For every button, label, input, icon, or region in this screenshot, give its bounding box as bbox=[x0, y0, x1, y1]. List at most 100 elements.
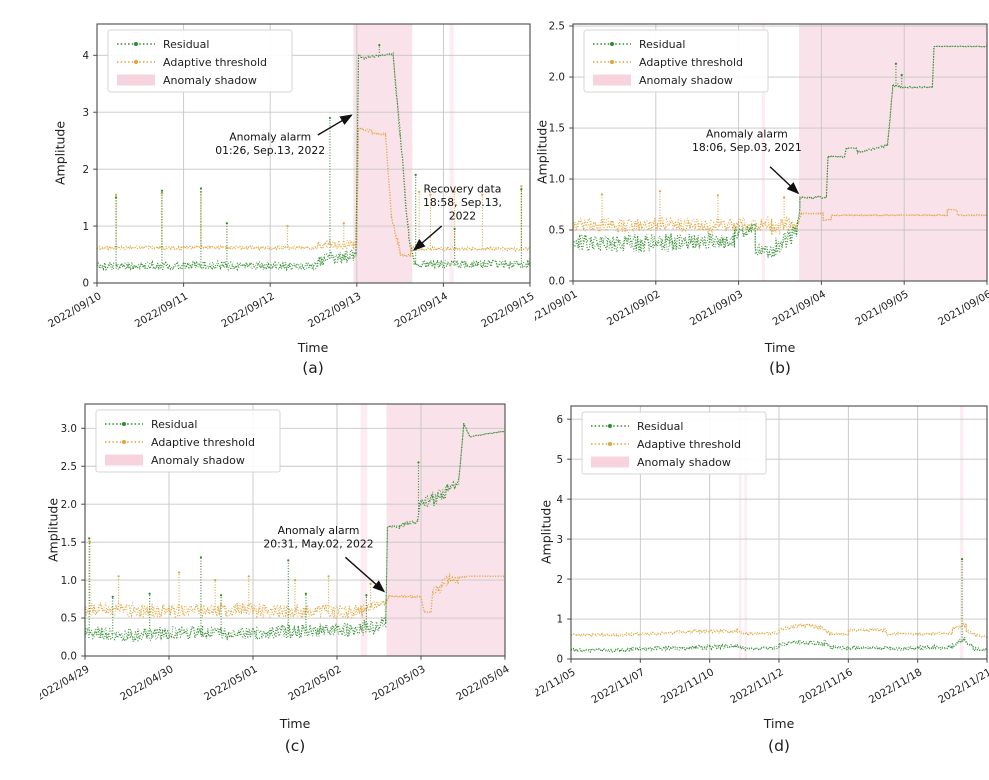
y-axis-label-c: Amplitude bbox=[45, 497, 61, 563]
x-tick-label: 2022/05/02 bbox=[286, 663, 343, 703]
legend: Residual Adaptive threshold Anomaly shadow bbox=[583, 29, 769, 93]
panel-c: 2022/04/29 2022/04/30 2022/05/01 2022/05/02… bbox=[40, 398, 534, 780]
annotation-arrow bbox=[769, 166, 800, 195]
annotation-text: Recovery data bbox=[424, 182, 502, 195]
y-tick-label: 2 bbox=[556, 574, 563, 586]
y-tick-label: 1.0 bbox=[61, 575, 77, 587]
x-tick-label: 2021/09/05 bbox=[853, 288, 910, 328]
x-tick-label: 2022/04/29 bbox=[40, 663, 92, 703]
x-tick-label: 2022/05/01 bbox=[202, 663, 259, 703]
y-tick-label: 0 bbox=[556, 654, 563, 666]
chart-b-plot: 2021/09/01 2021/09/02 2021/09/03 2021/09/04… bbox=[535, 21, 989, 329]
x-tick-label: 2022/11/10 bbox=[659, 666, 716, 706]
x-tick-label: 2021/09/01 bbox=[535, 288, 580, 328]
threshold-line bbox=[97, 127, 530, 258]
anomaly-shadow-region bbox=[959, 406, 964, 659]
y-tick-label: 2 bbox=[82, 164, 89, 176]
legend-label: Residual bbox=[637, 420, 683, 433]
annotation-text: 18:06, Sep.03, 2021 bbox=[692, 141, 802, 154]
plot-border bbox=[96, 23, 531, 284]
x-tick-label: 2022/05/03 bbox=[370, 663, 427, 703]
annotation-text: Anomaly alarm bbox=[706, 127, 788, 140]
x-axis-label-a: Time bbox=[297, 340, 329, 355]
y-tick-label: 1.5 bbox=[549, 123, 565, 135]
legend-label: Adaptive threshold bbox=[637, 438, 741, 451]
x-tick-label: 2022/09/10 bbox=[46, 290, 103, 330]
legend-label: Adaptive threshold bbox=[163, 56, 267, 69]
annotation-text: 01:26, Sep.13, 2022 bbox=[215, 144, 325, 157]
chart-d-plot: 2022/11/05 2022/11/07 2022/11/10 2022/11/12… bbox=[535, 405, 989, 706]
x-axis-label-c: Time bbox=[279, 716, 311, 731]
y-axis-label-d: Amplitude bbox=[538, 499, 554, 565]
y-tick-label: 6 bbox=[556, 414, 563, 426]
x-tick-label: 2022/09/14 bbox=[392, 290, 449, 330]
y-axis-label-a: Amplitude bbox=[52, 120, 68, 186]
panel-caption-d: (d) bbox=[768, 737, 790, 755]
panel-caption-c: (c) bbox=[284, 737, 306, 755]
anomaly-shadow-region bbox=[799, 24, 987, 281]
annotation-text: 20:31, May.02, 2022 bbox=[263, 537, 373, 550]
x-tick-label: 2022/11/07 bbox=[589, 666, 646, 706]
axis-ticks bbox=[569, 25, 988, 285]
panel-d: 2022/11/05 2022/11/07 2022/11/10 2022/11/12… bbox=[535, 398, 989, 780]
annotation-text: Anomaly alarm bbox=[278, 524, 360, 537]
anomaly-shadow-region bbox=[761, 24, 766, 281]
y-tick-label: 0.5 bbox=[549, 225, 565, 237]
x-tick-label: 2022/05/04 bbox=[454, 663, 511, 703]
y-tick-label: 4 bbox=[556, 494, 563, 506]
axis-ticks bbox=[81, 427, 506, 660]
legend-label: Anomaly shadow bbox=[639, 74, 733, 87]
x-tick-label: 2022/09/12 bbox=[219, 290, 276, 330]
legend-label: Adaptive threshold bbox=[151, 436, 255, 449]
y-tick-label: 2.0 bbox=[61, 499, 77, 511]
legend: Residual Adaptive threshold Anomaly shadow bbox=[107, 29, 293, 93]
panel-caption-b: (b) bbox=[769, 359, 791, 377]
panel-a: 2022/09/10 2022/09/11 2022/09/12 2022/09/13… bbox=[40, 16, 534, 398]
anomaly-shadow-region bbox=[360, 404, 368, 656]
x-tick-label: 2022/09/15 bbox=[479, 290, 534, 330]
residual-line bbox=[571, 637, 987, 654]
y-tick-label: 1.5 bbox=[61, 537, 77, 549]
x-tick-label: 2022/11/18 bbox=[867, 666, 924, 706]
legend: Residual Adaptive threshold Anomaly shadow bbox=[95, 409, 281, 473]
anomaly-shadow-region bbox=[744, 406, 748, 659]
x-tick-label: 2021/09/06 bbox=[936, 288, 989, 328]
chart-a-plot: 2022/09/10 2022/09/11 2022/09/12 2022/09/13… bbox=[46, 23, 534, 330]
y-tick-label: 2.0 bbox=[549, 72, 565, 84]
annotation-arrow bbox=[344, 556, 386, 593]
anomaly-shadow-region bbox=[738, 406, 742, 659]
threshold-line bbox=[571, 622, 987, 639]
legend-label: Adaptive threshold bbox=[639, 56, 743, 69]
x-tick-label: 2022/11/21 bbox=[936, 666, 989, 706]
chart-c-plot: 2022/04/29 2022/04/30 2022/05/01 2022/05/02… bbox=[40, 403, 512, 703]
y-tick-label: 1 bbox=[82, 221, 89, 233]
y-tick-label: 2.5 bbox=[549, 21, 565, 33]
panel-b: 2021/09/01 2021/09/02 2021/09/03 2021/09/04… bbox=[535, 16, 989, 398]
plot-border bbox=[572, 23, 988, 282]
legend-label: Anomaly shadow bbox=[163, 74, 257, 87]
anomaly-shadow-region bbox=[449, 24, 454, 283]
legend-label: Residual bbox=[151, 418, 197, 431]
y-tick-label: 1.0 bbox=[549, 174, 565, 186]
legend-label: Residual bbox=[163, 38, 209, 51]
x-tick-label: 2022/11/12 bbox=[728, 666, 785, 706]
x-tick-label: 2022/09/11 bbox=[133, 290, 190, 330]
threshold-line bbox=[571, 622, 987, 638]
annotation-text: Anomaly alarm bbox=[229, 131, 311, 144]
threshold-line bbox=[573, 208, 987, 235]
x-axis-label-d: Time bbox=[763, 716, 795, 731]
annotation-arrow bbox=[412, 225, 443, 251]
legend-label: Anomaly shadow bbox=[151, 454, 245, 467]
y-axis-label-b: Amplitude bbox=[534, 119, 550, 185]
plot-border bbox=[84, 403, 506, 657]
x-tick-label: 2021/09/03 bbox=[688, 288, 745, 328]
anomaly-shadow-region bbox=[353, 24, 413, 283]
x-axis-label-b: Time bbox=[764, 340, 796, 355]
axis-ticks bbox=[93, 54, 531, 287]
y-tick-label: 0.0 bbox=[61, 651, 77, 663]
threshold-line bbox=[573, 208, 987, 236]
